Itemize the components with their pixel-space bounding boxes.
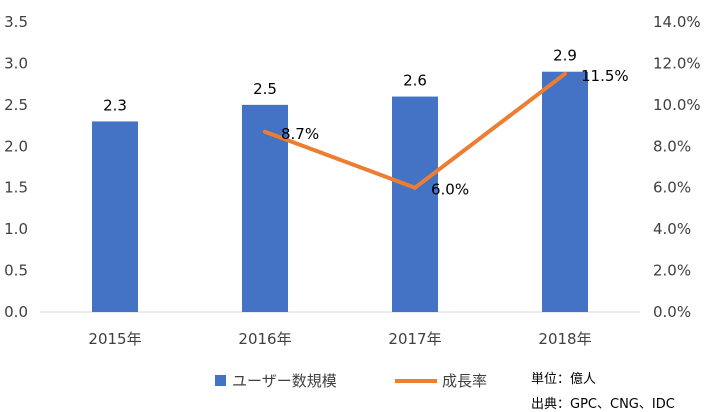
left-y-tick-label: 3.5 (4, 13, 28, 31)
line-data-label: 11.5% (581, 67, 629, 85)
x-tick-label: 2016年 (238, 330, 291, 348)
left-y-tick-label: 0.5 (4, 262, 28, 280)
line-data-label: 8.7% (281, 125, 319, 143)
source-note: 出典：GPC、CNG、IDC (531, 397, 675, 412)
line-data-label: 6.0% (431, 181, 469, 199)
legend: ユーザー数規模 成長率 (215, 372, 487, 390)
right-y-axis: 0.0% 2.0% 4.0% 6.0% 8.0% 10.0% 12.0% 14.0% (653, 13, 701, 321)
x-tick-label: 2018年 (538, 330, 591, 348)
bar-data-label: 2.3 (103, 96, 127, 114)
x-tick-label: 2015年 (88, 330, 141, 348)
line-series: 8.7% 6.0% 11.5% (263, 67, 629, 199)
bar (92, 121, 138, 312)
right-y-tick-label: 10.0% (653, 96, 701, 114)
right-y-tick-label: 12.0% (653, 54, 701, 72)
left-y-tick-label: 1.5 (4, 179, 28, 197)
legend-swatch-bar (215, 375, 226, 386)
x-axis-ticks: 2015年 2016年 2017年 2018年 (88, 330, 591, 348)
bar (542, 71, 588, 312)
left-y-tick-label: 1.0 (4, 220, 28, 238)
left-y-tick-label: 0.0 (4, 303, 28, 321)
line-point (413, 185, 417, 190)
legend-label-bar: ユーザー数規模 (232, 372, 337, 390)
right-y-tick-label: 6.0% (653, 179, 691, 197)
bar-data-label: 2.5 (253, 80, 277, 98)
left-y-tick-label: 3.0 (4, 54, 28, 72)
bar-data-label: 2.9 (553, 47, 577, 65)
left-y-axis: 0.0 0.5 1.0 1.5 2.0 2.5 3.0 3.5 (4, 13, 28, 321)
right-y-tick-label: 8.0% (653, 137, 691, 155)
bar (392, 96, 438, 312)
right-y-tick-label: 2.0% (653, 262, 691, 280)
line-point (263, 129, 267, 134)
line-point (563, 71, 567, 76)
left-y-tick-label: 2.5 (4, 96, 28, 114)
bar-data-label: 2.6 (403, 72, 427, 90)
legend-label-line: 成長率 (442, 372, 487, 390)
left-y-tick-label: 2.0 (4, 137, 28, 155)
bar-series: 2.3 2.5 2.6 2.9 (92, 47, 588, 312)
right-y-tick-label: 14.0% (653, 13, 701, 31)
x-tick-label: 2017年 (388, 330, 441, 348)
right-y-tick-label: 0.0% (653, 303, 691, 321)
unit-note: 単位：億人 (531, 372, 597, 387)
right-y-tick-label: 4.0% (653, 220, 691, 238)
